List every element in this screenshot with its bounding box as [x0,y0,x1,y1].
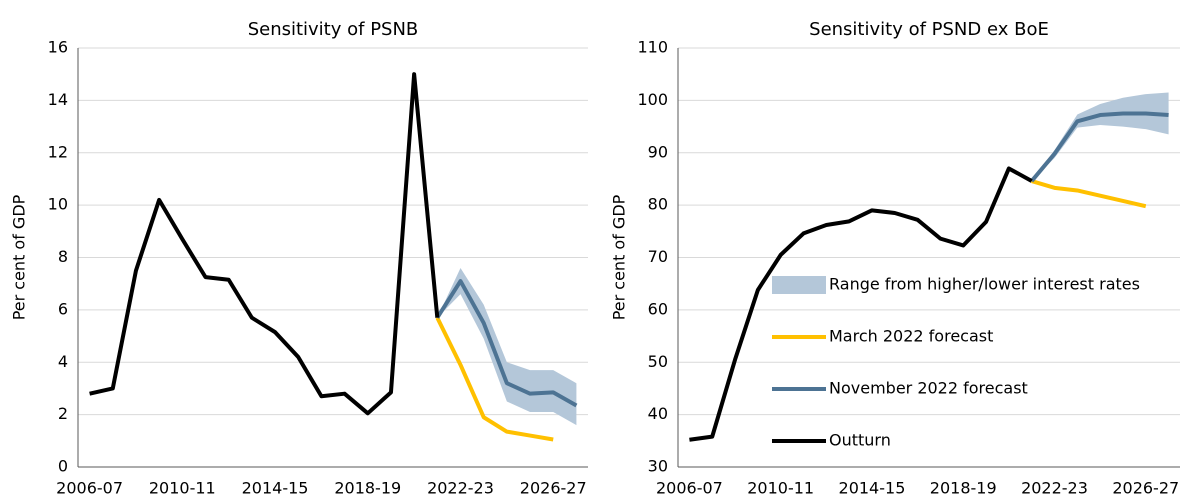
chart: Sensitivity of PSNB Per cent of GDP 0 2 4 6 8 1… [10,19,588,498]
x-tick-label: 2010-11 [747,479,814,498]
series-line [689,166,1033,442]
y-tick-label: 50 [648,352,668,371]
x-tick-label: 2026-27 [1112,479,1179,498]
series-line [1031,179,1147,209]
series-line [435,316,554,442]
y-tick-label: 90 [648,142,668,161]
y-tick-label: 100 [637,90,668,109]
x-tick-label: 2022-23 [1021,479,1088,498]
range-band [437,267,577,426]
series-line [89,72,440,416]
x-tick-label: 2018-19 [334,479,401,498]
y-tick-label: 40 [648,404,668,423]
range-band [1031,92,1169,182]
y-tick-label: 0 [58,457,68,476]
x-tick-label: 2010-11 [149,479,216,498]
y-tick-label: 80 [648,195,668,214]
legend-label: Range from higher/lower interest rates [829,275,1140,294]
y-tick-label: 6 [58,299,68,318]
chart-title: Sensitivity of PSNB [248,19,419,40]
x-tick-label: 2018-19 [930,479,997,498]
y-tick-label: 12 [48,142,68,161]
y-tick-label: 16 [48,38,68,57]
x-tick-label: 2026-27 [520,479,587,498]
y-axis-label: Per cent of GDP [610,194,629,320]
y-tick-label: 110 [637,38,668,57]
x-tick-label: 2022-23 [427,479,494,498]
x-tick-label: 2006-07 [656,479,723,498]
y-tick-label: 4 [58,352,68,371]
chart: Sensitivity of PSND ex BoE Per cent of GD… [610,19,1180,498]
legend-label: November 2022 forecast [829,379,1028,398]
y-axis-label: Per cent of GDP [10,194,29,320]
x-tick-label: 2006-07 [56,479,123,498]
legend-label: Outturn [829,431,891,450]
legend-label: March 2022 forecast [829,327,993,346]
chart-title: Sensitivity of PSND ex BoE [809,19,1049,40]
y-tick-label: 8 [58,247,68,266]
y-tick-label: 30 [648,457,668,476]
legend-swatch [772,276,826,294]
x-tick-label: 2014-15 [242,479,309,498]
y-tick-label: 2 [58,404,68,423]
series-line [435,279,578,408]
x-tick-label: 2014-15 [839,479,906,498]
series-line [1030,111,1169,183]
y-tick-label: 10 [48,195,68,214]
y-tick-label: 70 [648,247,668,266]
y-tick-label: 60 [648,299,668,318]
y-tick-label: 14 [48,90,68,109]
